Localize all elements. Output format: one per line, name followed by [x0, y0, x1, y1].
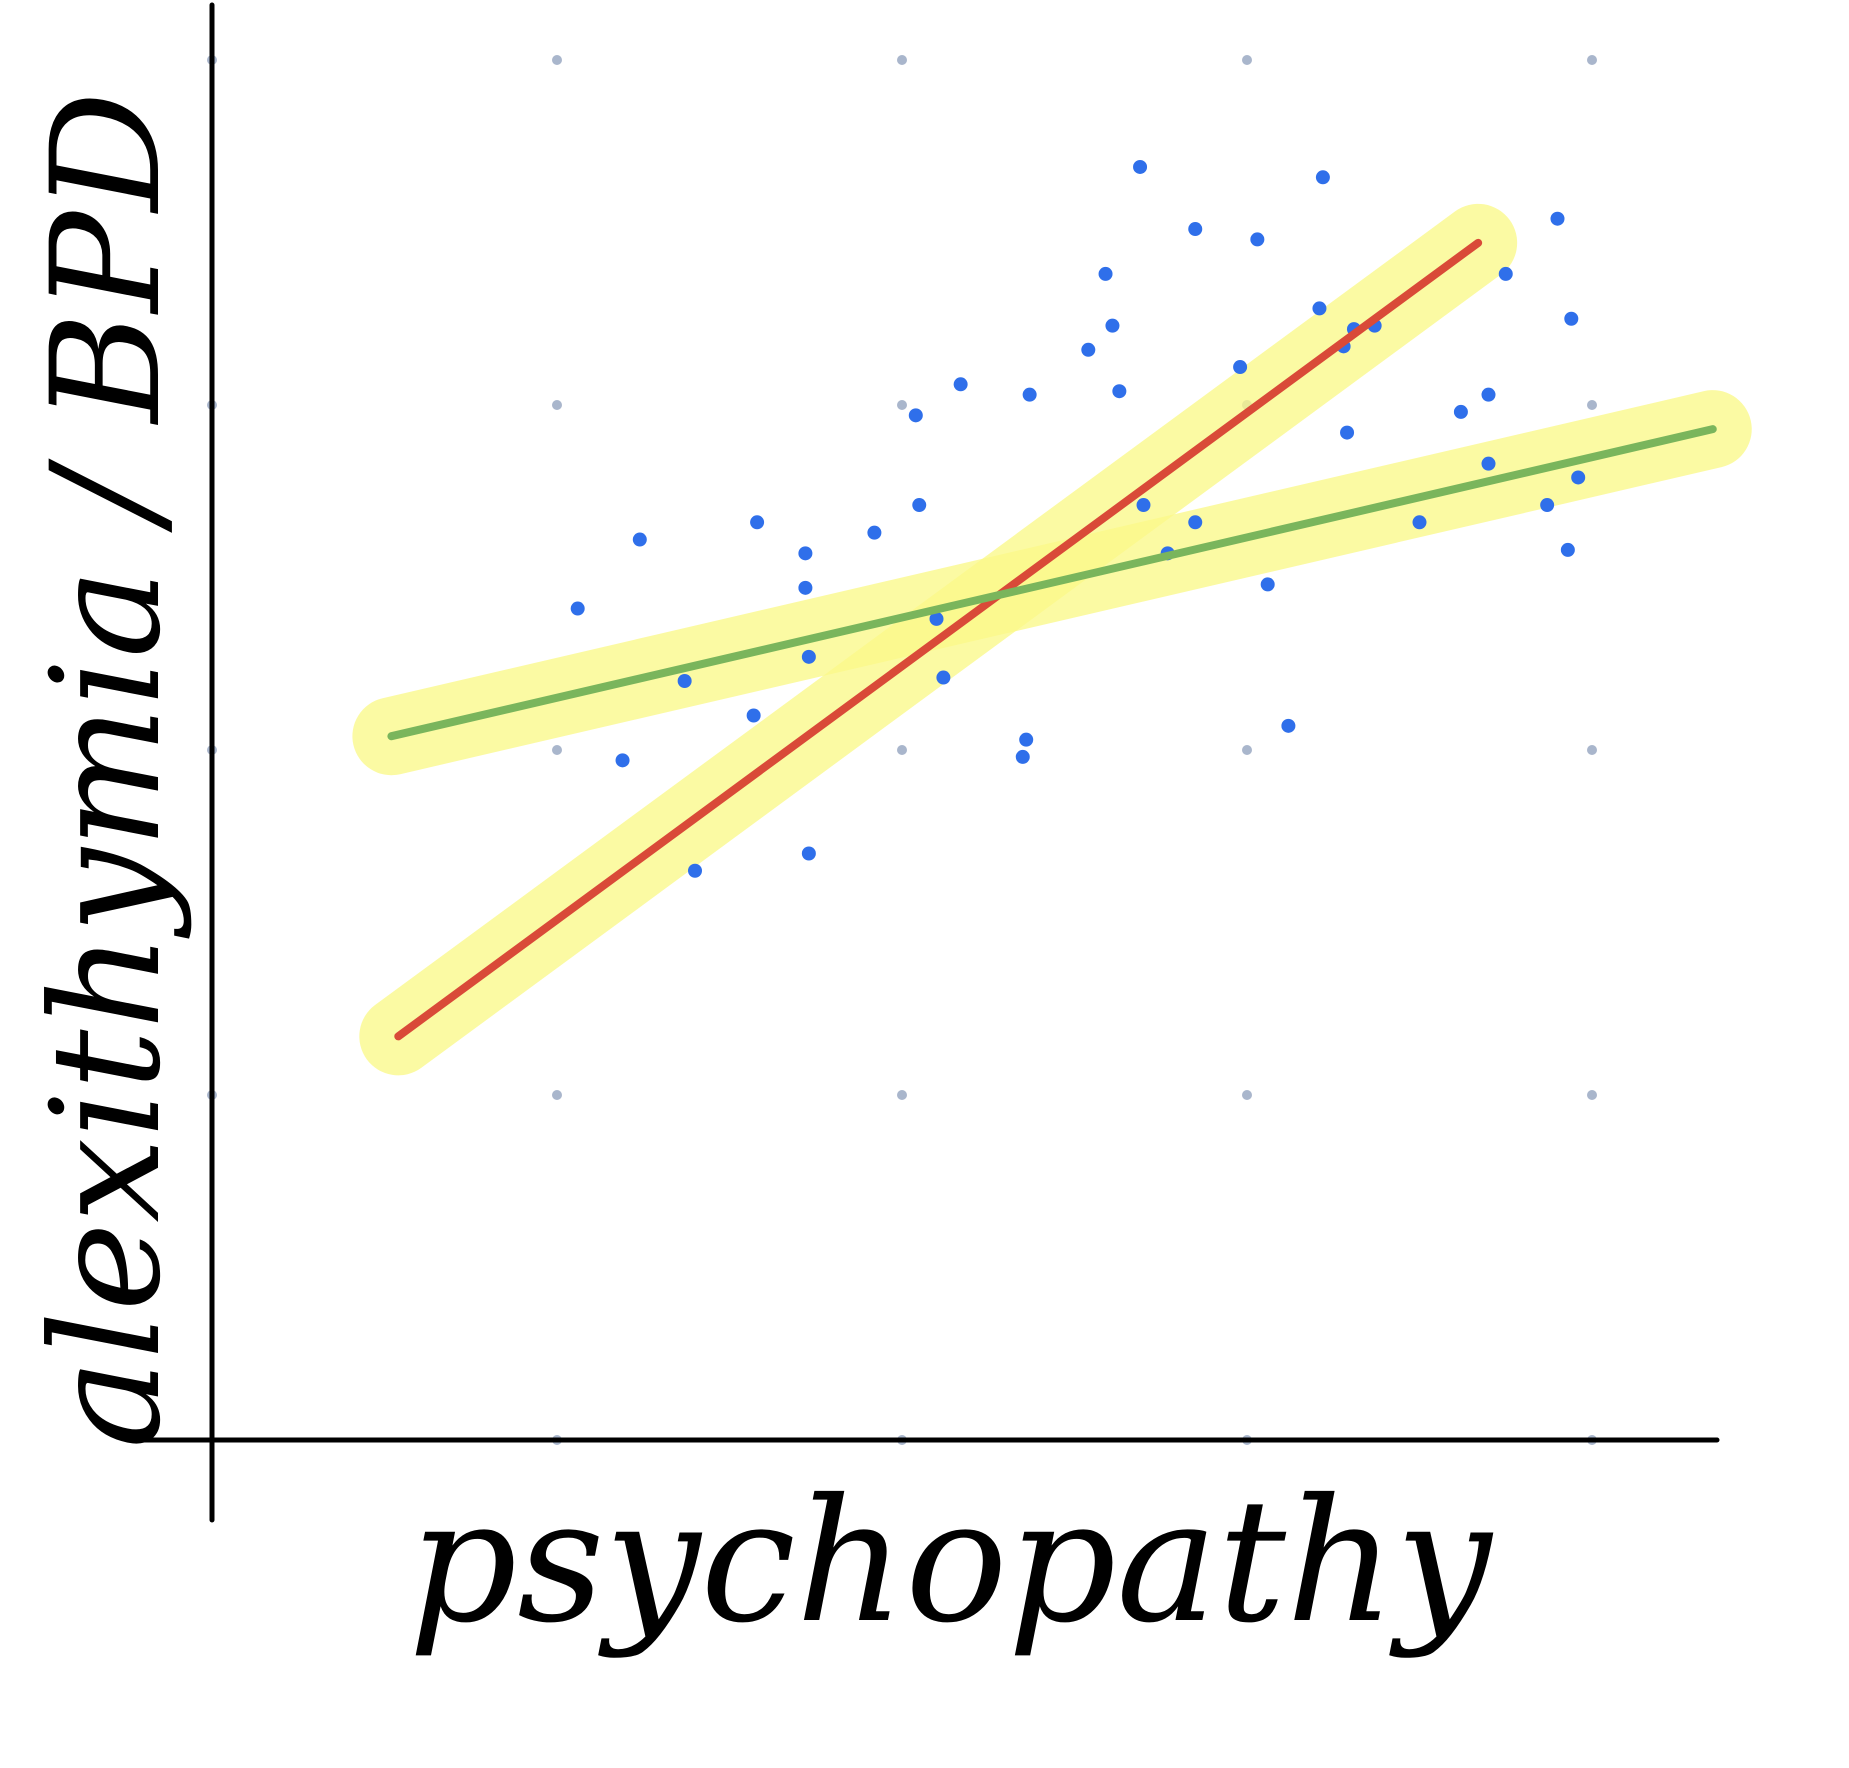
- data-point: [1015, 749, 1030, 764]
- data-point: [688, 863, 702, 878]
- data-point: [750, 515, 765, 530]
- data-points: [570, 159, 1586, 878]
- data-point: [1560, 542, 1575, 557]
- data-point: [953, 377, 968, 392]
- data-point: [1571, 470, 1586, 485]
- data-point: [929, 611, 944, 626]
- data-point: [1481, 387, 1496, 402]
- grid-dot: [897, 745, 907, 755]
- data-point: [1481, 456, 1496, 471]
- trend-line-1: [394, 238, 1483, 1041]
- data-point: [1250, 232, 1265, 247]
- grid-dot: [897, 400, 907, 410]
- data-point: [1315, 170, 1330, 185]
- data-point: [1112, 384, 1127, 399]
- data-point: [1022, 387, 1037, 402]
- x-axis-label: psychopathy: [408, 1463, 1493, 1661]
- grid-dot: [552, 55, 562, 65]
- y-axis-label: alexithymia / BPD: [20, 91, 194, 1448]
- data-point: [936, 670, 951, 685]
- data-point: [1412, 515, 1427, 530]
- grid-dot: [1242, 1090, 1252, 1100]
- data-point: [1453, 404, 1468, 419]
- line-highlights: [352, 203, 1752, 1076]
- data-point: [1105, 318, 1120, 333]
- data-point: [912, 498, 927, 513]
- data-point: [798, 546, 813, 561]
- data-point: [908, 408, 923, 423]
- data-point: [1188, 515, 1203, 530]
- grid-dot: [1587, 1090, 1597, 1100]
- data-point: [801, 649, 816, 664]
- grid-dot: [1587, 55, 1597, 65]
- grid-dot: [552, 1090, 562, 1100]
- grid-dot: [897, 1090, 907, 1100]
- data-point: [570, 601, 585, 616]
- data-point: [801, 846, 816, 861]
- data-point: [677, 674, 692, 688]
- data-point: [1312, 301, 1327, 316]
- grid-dot: [1242, 745, 1252, 755]
- data-point: [1098, 266, 1113, 281]
- data-point: [1136, 498, 1151, 513]
- data-point: [1281, 718, 1296, 733]
- trend-lines: [387, 238, 1717, 1041]
- grid-dot: [1587, 745, 1597, 755]
- data-point: [1564, 311, 1579, 326]
- data-point: [1133, 159, 1148, 174]
- data-point: [1188, 222, 1203, 237]
- grid-dot: [897, 55, 907, 65]
- data-point: [1340, 425, 1355, 440]
- data-point: [615, 753, 630, 768]
- data-point: [632, 532, 647, 547]
- grid-dot: [552, 745, 562, 755]
- data-point: [1550, 211, 1565, 226]
- grid-dot: [1587, 400, 1597, 410]
- data-point: [1498, 266, 1513, 281]
- data-point: [1019, 732, 1034, 747]
- data-point: [1233, 360, 1248, 375]
- data-point: [867, 525, 882, 540]
- grid-dot: [1242, 55, 1252, 65]
- trend-line-2: [387, 425, 1717, 741]
- data-point: [798, 580, 813, 595]
- data-point: [1081, 342, 1096, 357]
- grid-dot: [552, 400, 562, 410]
- data-point: [746, 708, 761, 723]
- data-point: [1540, 498, 1555, 513]
- data-point: [1260, 577, 1275, 592]
